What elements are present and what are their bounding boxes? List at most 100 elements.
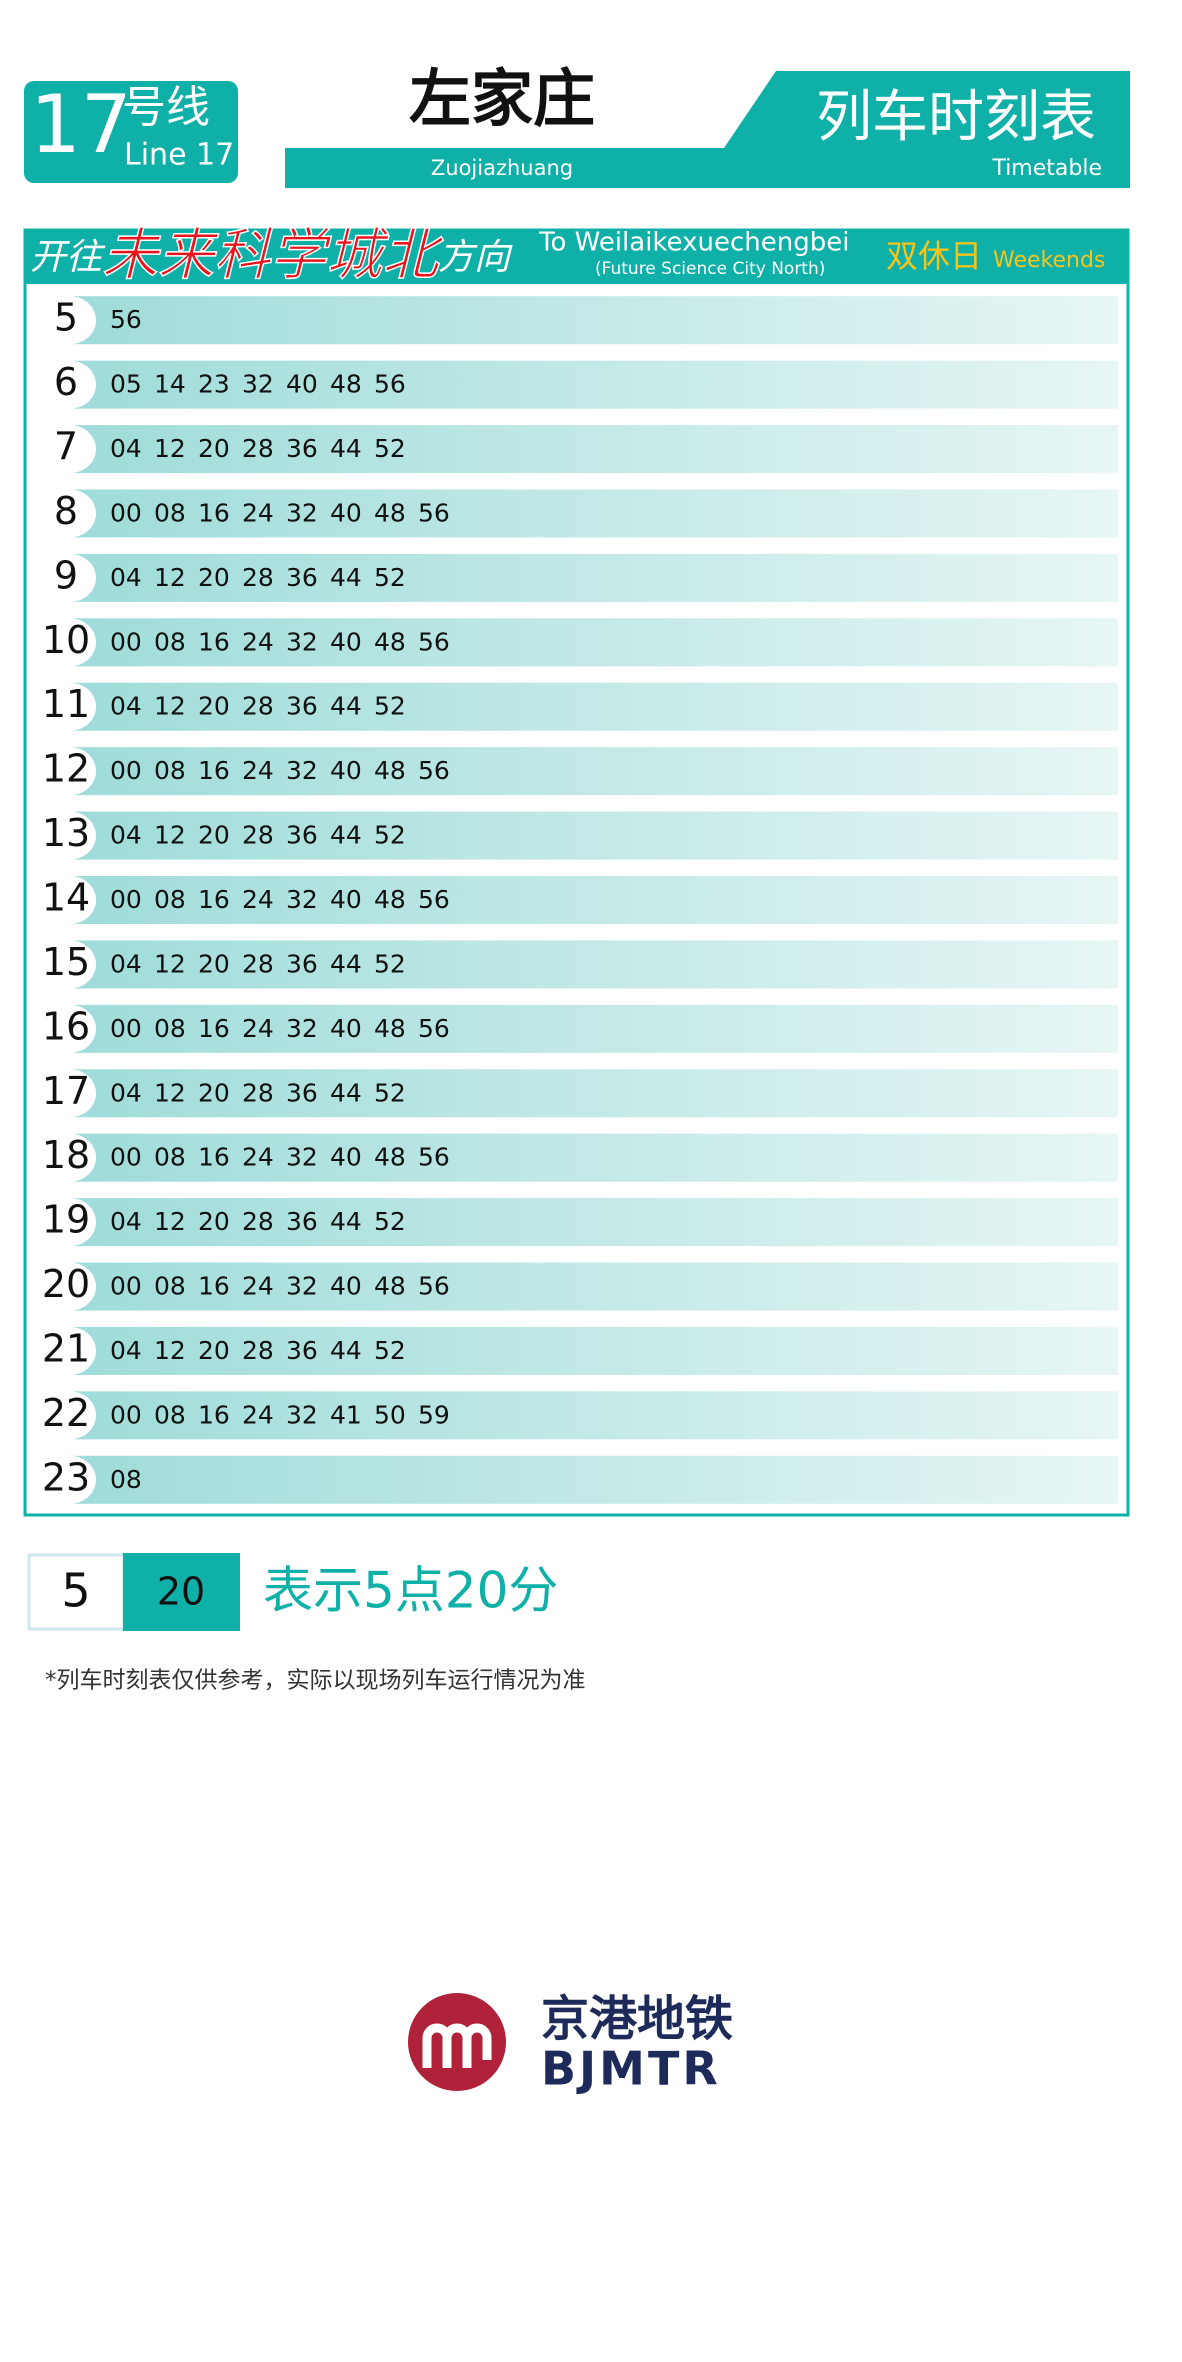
minute: 08 [110,1465,142,1494]
hour-badge [44,1391,96,1440]
row-bar [74,682,1118,731]
minute: 48 [374,627,406,656]
minute: 24 [242,756,274,785]
minute: 05 [110,370,142,399]
minute: 44 [330,1336,362,1365]
minute: 52 [374,692,406,721]
row-bar [74,747,1118,796]
minute: 16 [198,1143,230,1172]
minute: 48 [374,1272,406,1301]
minute: 16 [198,1272,230,1301]
minute: 00 [110,627,142,656]
hour-badge [44,747,96,796]
minute: 50 [374,1400,406,1429]
legend-minute-box [123,1553,240,1631]
logo-mark [408,1993,506,2091]
logo-cn: 京港地铁 [541,1991,733,2047]
minute: 04 [110,1207,142,1236]
minute: 00 [110,756,142,785]
minute: 48 [330,370,362,399]
minute: 40 [330,885,362,914]
minute: 36 [286,563,318,592]
minute: 12 [154,821,186,850]
hour: 22 [42,1391,90,1435]
hour-badge [44,1455,96,1504]
line-en: Line 17 [124,138,234,173]
hour-badge [44,425,96,474]
minute: 28 [242,1207,274,1236]
minute: 44 [330,563,362,592]
hour-badge [44,618,96,667]
minute: 20 [198,821,230,850]
title-en: Timetable [991,156,1102,181]
day-cn: 双休日 [886,237,982,275]
direction-prefix: 开往 [30,237,106,278]
minute: 32 [286,885,318,914]
line-number: 17 [30,78,132,171]
minute: 20 [198,692,230,721]
minute: 32 [286,1143,318,1172]
hour: 12 [42,747,90,791]
minute: 52 [374,949,406,978]
minute: 28 [242,692,274,721]
station-en: Zuojiazhuang [431,156,573,180]
minute: 08 [154,1400,186,1429]
direction-en-sub: (Future Science City North) [595,259,825,279]
row-bar [74,876,1118,924]
minute: 08 [154,756,186,785]
minute: 12 [154,1078,186,1107]
row-bar [74,425,1118,474]
direction-suffix: 方向 [438,237,513,278]
title-cn: 列车时刻表 [816,85,1096,150]
minute: 36 [286,949,318,978]
minute: 40 [330,1272,362,1301]
row-bar [74,1391,1118,1440]
minute: 44 [330,1078,362,1107]
minute: 44 [330,434,362,463]
hour-badge [44,1133,96,1182]
minute: 28 [242,1336,274,1365]
hour: 13 [42,811,90,855]
minute: 04 [110,434,142,463]
table-frame [23,228,1130,1517]
minute: 44 [330,821,362,850]
row-bar [74,811,1118,860]
hour: 15 [42,940,90,984]
minute: 28 [242,821,274,850]
minute: 48 [374,885,406,914]
minute: 24 [242,1014,274,1043]
minute: 23 [198,370,230,399]
hour-badge [44,553,96,602]
note: *列车时刻表仅供参考，实际以现场列车运行情况为准 [45,1668,586,1694]
minute: 04 [110,1336,142,1365]
minute: 00 [110,885,142,914]
minute: 36 [286,1207,318,1236]
minute: 24 [242,885,274,914]
minute: 20 [198,949,230,978]
minute: 52 [374,821,406,850]
minute: 48 [374,498,406,527]
minute: 28 [242,434,274,463]
legend-hour-box [27,1553,126,1631]
logo-glyph [422,2023,492,2068]
header-bar [285,71,1130,188]
legend-hour: 5 [61,1564,90,1618]
minute: 56 [418,756,450,785]
minute: 04 [110,563,142,592]
minute: 00 [110,1014,142,1043]
minute: 12 [154,949,186,978]
hour: 11 [42,682,90,726]
minute: 56 [110,305,142,334]
hour-badge [44,940,96,989]
minute: 24 [242,1400,274,1429]
minute: 36 [286,692,318,721]
minute: 56 [418,498,450,527]
minute: 08 [154,627,186,656]
minute: 12 [154,434,186,463]
row-bar [74,296,1118,345]
minute: 32 [286,1400,318,1429]
minute: 44 [330,1207,362,1236]
minute: 20 [198,1078,230,1107]
minute: 52 [374,1336,406,1365]
minute: 52 [374,1207,406,1236]
